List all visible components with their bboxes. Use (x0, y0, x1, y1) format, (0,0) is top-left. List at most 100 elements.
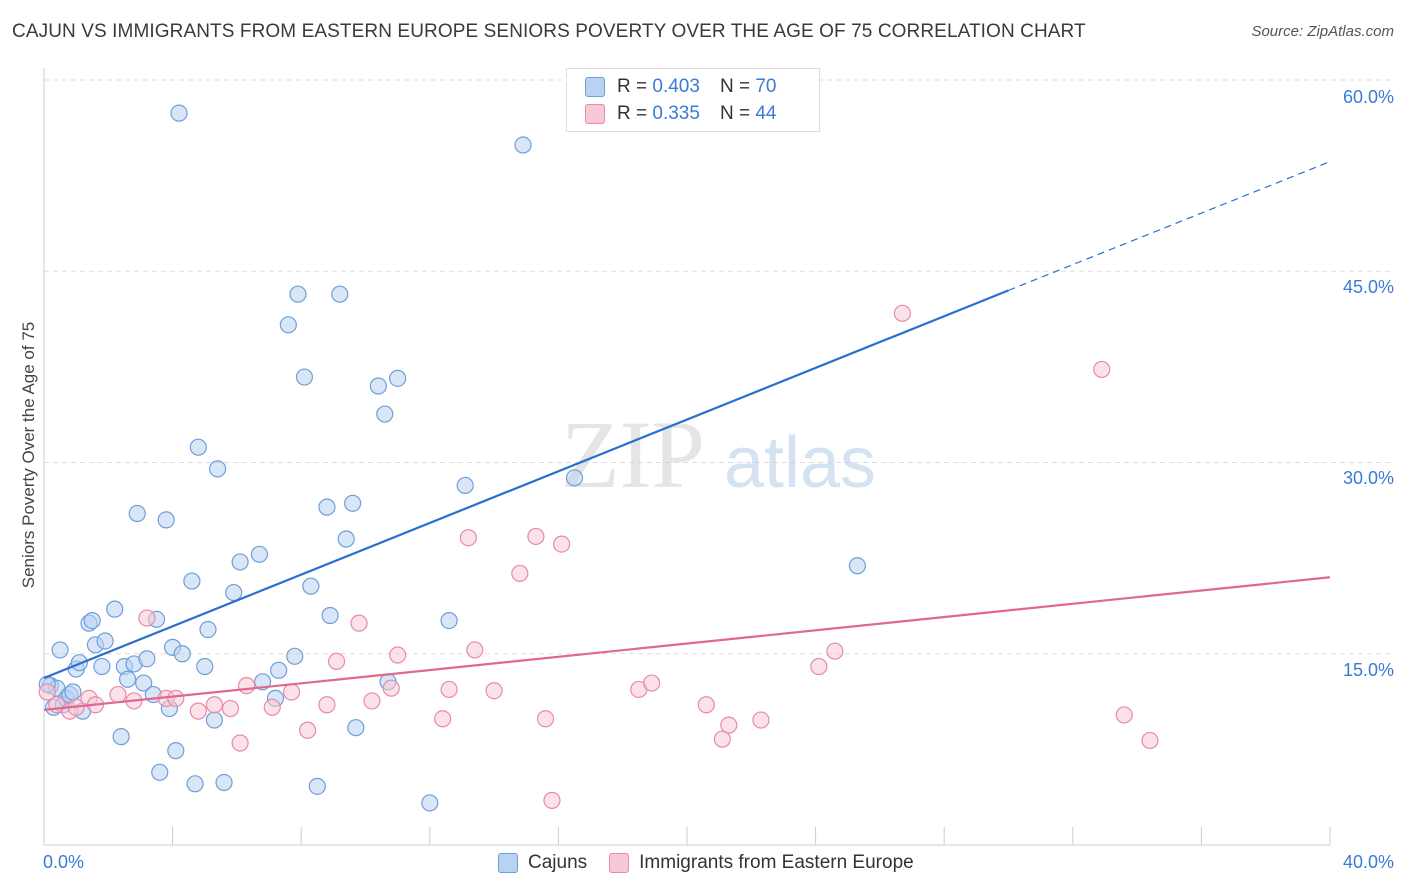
watermark-zip: ZIP (561, 401, 705, 508)
legend-n-value: 44 (755, 103, 777, 124)
cajun-point (376, 405, 394, 423)
cajun-point (344, 494, 362, 512)
immigrant-point (511, 564, 529, 583)
immigrant-point (318, 696, 336, 714)
series-immigrants (38, 304, 1159, 809)
stats-legend: R = 0.403 N = 70 R = 0.335 N = 44 (566, 68, 820, 132)
immigrant-point (826, 642, 844, 660)
cajun-point (186, 775, 204, 793)
cajun-point (135, 674, 153, 692)
immigrant-point (231, 734, 249, 752)
cajun-point (456, 476, 474, 495)
immigrant-point (643, 674, 661, 692)
legend-label-cajuns: Cajuns (528, 852, 588, 873)
y-tick-label-30: 30.0% (1342, 468, 1394, 488)
watermark: ZIP atlas (561, 401, 876, 508)
immigrant-point (1115, 706, 1133, 724)
cajun-point (106, 600, 124, 618)
cajun-point (170, 104, 188, 122)
immigrant-point (389, 646, 407, 664)
legend-n-label: N = (719, 103, 751, 124)
immigrant-point (1093, 360, 1111, 379)
cajun-point (337, 530, 355, 548)
immigrant-point (350, 614, 368, 632)
immigrant-point (527, 527, 545, 546)
legend-swatch-blue (498, 853, 518, 873)
cajun-point (138, 650, 156, 668)
immigrant-point (543, 791, 561, 809)
source-credit: Source: ZipAtlas.com (1251, 23, 1394, 40)
y-tick-label-15: 15.0% (1342, 660, 1394, 680)
legend-label-immigrants: Immigrants from Eastern Europe (639, 852, 914, 873)
immigrant-point (697, 696, 715, 714)
chart-title: CAJUN VS IMMIGRANTS FROM EASTERN EUROPE … (12, 21, 1086, 42)
immigrant-point (327, 652, 346, 671)
immigrant-point (363, 692, 381, 710)
immigrant-point (237, 677, 256, 695)
immigrant-point (893, 304, 912, 322)
legend-r-value: 0.335 (652, 103, 700, 124)
cajun-point (440, 611, 458, 630)
legend-n-value: 70 (755, 76, 777, 97)
immigrant-point (299, 721, 317, 739)
immigrant-point (205, 696, 223, 714)
immigrant-point (466, 641, 484, 659)
immigrant-point (459, 529, 477, 547)
cajun-point (318, 498, 336, 516)
cajun-point (173, 645, 191, 663)
cajun-point (331, 285, 349, 303)
series-cajuns (38, 104, 866, 812)
immigrant-point (263, 698, 281, 716)
legend-swatch-pink (585, 104, 605, 124)
immigrant-point (536, 710, 555, 728)
legend-n-label: N = (719, 76, 751, 97)
cajun-point (369, 377, 387, 395)
immigrant-point (713, 730, 731, 748)
gridlines (44, 79, 1394, 655)
trend-line-immigrants (43, 576, 1331, 711)
legend-item-immigrants[interactable]: Immigrants from Eastern Europe (609, 852, 914, 874)
immigrant-point (720, 716, 738, 734)
cajun-point (118, 670, 137, 688)
legend-item-cajuns[interactable]: Cajuns (498, 852, 587, 874)
cajun-point (205, 711, 223, 729)
immigrant-point (138, 609, 156, 627)
cajun-point (321, 606, 339, 625)
cajun-point (421, 794, 439, 812)
cajun-point (167, 742, 185, 760)
cajun-point (128, 504, 146, 523)
y-tick-label-60: 60.0% (1342, 87, 1394, 107)
legend-r-label: R = (617, 103, 648, 124)
immigrant-point (221, 699, 240, 718)
cajun-point (250, 545, 269, 563)
cajun-point (199, 620, 217, 639)
cajun-point (83, 611, 101, 630)
immigrant-point (282, 683, 301, 701)
cajun-point (183, 572, 201, 590)
legend-row-immigrants: R = 0.335 N = 44 (585, 102, 776, 126)
immigrant-point (189, 702, 207, 720)
cajun-point (112, 728, 130, 746)
x-tick-label-min: 0.0% (43, 852, 85, 872)
series-legend: Cajuns Immigrants from Eastern Europe (498, 852, 936, 874)
legend-r-value: 0.403 (652, 76, 700, 97)
legend-row-cajuns: R = 0.403 N = 70 (585, 75, 776, 99)
cajun-point (64, 683, 82, 701)
axes (43, 68, 1331, 846)
cajun-point (51, 641, 69, 659)
cajun-point (231, 553, 249, 571)
watermark-atlas: atlas (724, 423, 876, 503)
cajun-point (196, 657, 214, 676)
immigrant-point (167, 689, 185, 707)
immigrant-point (109, 685, 127, 704)
cajun-point (209, 460, 227, 478)
cajun-point (215, 773, 233, 792)
cajun-point (93, 657, 111, 676)
cajun-point (189, 438, 207, 456)
cajun-point (151, 763, 169, 781)
cajun-point (279, 316, 297, 334)
cajun-point (270, 661, 288, 679)
cajun-point (514, 136, 532, 154)
cajun-point (308, 777, 326, 795)
